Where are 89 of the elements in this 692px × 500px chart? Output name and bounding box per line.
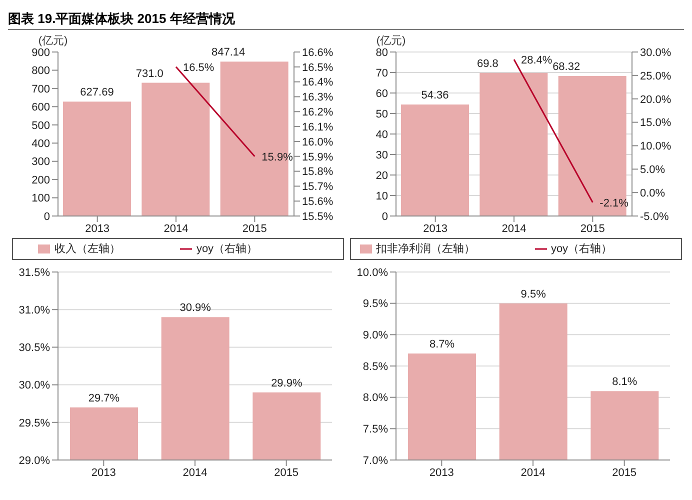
y-tick-label: 70 xyxy=(376,67,388,80)
y-tick-label: 400 xyxy=(32,138,50,150)
y2-tick-label: 15.6% xyxy=(302,196,334,208)
data-label: 28.4% xyxy=(521,54,552,66)
y-tick-label: 31.5% xyxy=(18,266,50,279)
data-label: 8.1% xyxy=(612,376,638,388)
y-tick-label: 7.5% xyxy=(362,424,388,436)
y2-tick-label: 16.3% xyxy=(302,92,334,104)
y-tick-label: 8.5% xyxy=(362,360,388,373)
y-axis-title: (亿元) xyxy=(38,35,68,47)
bar xyxy=(63,102,131,216)
y2-tick-label: 15.5% xyxy=(302,210,334,223)
x-tick-label: 2013 xyxy=(429,466,454,479)
y-tick-label: 0 xyxy=(382,210,388,223)
legend-label: yoy（右轴） xyxy=(196,243,258,255)
y2-tick-label: 15.8% xyxy=(302,166,334,178)
y-tick-label: 8.0% xyxy=(362,392,388,404)
chart-title: 图表 19.平面媒体板块 2015 年经营情况 xyxy=(8,8,684,30)
y-tick-label: 100 xyxy=(32,192,50,205)
y-tick-label: 9.0% xyxy=(362,330,388,342)
y2-tick-label: 16.5% xyxy=(302,62,334,74)
y2-tick-label: 16.2% xyxy=(302,106,334,119)
y-tick-label: 300 xyxy=(32,156,50,168)
y-tick-label: 50 xyxy=(376,108,388,120)
y2-tick-label: 16.4% xyxy=(302,76,334,89)
data-label: 8.7% xyxy=(429,338,455,350)
x-tick-label: 2015 xyxy=(274,466,299,479)
data-label: 68.32 xyxy=(552,60,580,73)
data-label: 29.7% xyxy=(88,392,120,404)
y-tick-label: 20 xyxy=(376,170,388,182)
x-tick-label: 2015 xyxy=(580,222,605,235)
y-axis-title: (亿元) xyxy=(376,35,406,47)
data-label: 9.5% xyxy=(520,288,546,300)
y2-tick-label: 16.0% xyxy=(302,136,334,148)
y2-tick-label: 0.0% xyxy=(640,187,666,200)
data-label: 29.9% xyxy=(271,377,302,390)
data-label: 69.8 xyxy=(476,58,498,70)
y2-tick-label: 5.0% xyxy=(640,164,666,176)
legend-label: 收入（左轴） xyxy=(54,243,120,255)
y2-tick-label: 16.6% xyxy=(302,46,334,59)
y-tick-label: 7.0% xyxy=(362,454,388,467)
y-tick-label: 900 xyxy=(32,46,50,59)
data-label: 731.0 xyxy=(136,68,164,80)
x-tick-label: 2015 xyxy=(612,466,637,479)
y-tick-label: 40 xyxy=(376,128,388,141)
y-tick-label: 10 xyxy=(376,190,388,202)
x-tick-label: 2013 xyxy=(85,222,110,235)
data-label: 15.9% xyxy=(262,151,294,164)
legend-label: yoy（右轴） xyxy=(550,243,612,255)
y2-tick-label: 16.1% xyxy=(302,121,334,134)
legend-label: 扣非净利润（左轴） xyxy=(376,243,475,255)
data-label: 847.14 xyxy=(212,46,246,59)
y-tick-label: 200 xyxy=(32,174,50,186)
y2-tick-label: 30.0% xyxy=(640,46,672,59)
y-tick-label: 30 xyxy=(376,149,388,162)
y2-tick-label: 20.0% xyxy=(640,94,672,106)
y-tick-label: 9.5% xyxy=(362,298,388,310)
y2-tick-label: 25.0% xyxy=(640,70,672,82)
y2-tick-label: 15.7% xyxy=(302,181,334,194)
y-tick-label: 31.0% xyxy=(18,304,50,317)
y-tick-label: 29.0% xyxy=(18,454,50,467)
x-tick-label: 2014 xyxy=(182,466,208,479)
x-tick-label: 2014 xyxy=(502,222,526,235)
y-tick-label: 30.5% xyxy=(18,342,50,354)
y2-tick-label: 15.0% xyxy=(640,117,672,130)
y-tick-label: 60 xyxy=(376,88,388,100)
data-label: 16.5% xyxy=(183,62,214,74)
y2-tick-label: 10.0% xyxy=(640,140,672,153)
data-label: 30.9% xyxy=(180,302,212,314)
x-tick-label: 2013 xyxy=(91,466,116,479)
y-tick-label: 29.5% xyxy=(18,417,50,430)
y2-tick-label: -5.0% xyxy=(640,210,669,223)
x-tick-label: 2015 xyxy=(242,222,267,235)
x-tick-label: 2014 xyxy=(520,466,546,479)
y-tick-label: 500 xyxy=(32,120,50,132)
y-tick-label: 800 xyxy=(32,65,50,78)
y-tick-label: 10.0% xyxy=(356,266,388,279)
data-label: 627.69 xyxy=(80,86,114,99)
bar xyxy=(142,82,210,216)
data-label: 54.36 xyxy=(421,90,449,102)
y-tick-label: 0 xyxy=(44,210,50,223)
data-label: -2.1% xyxy=(600,197,629,210)
x-tick-label: 2013 xyxy=(423,222,448,235)
y-tick-label: 30.0% xyxy=(18,380,50,392)
y-tick-label: 600 xyxy=(32,102,50,114)
x-tick-label: 2014 xyxy=(164,222,188,235)
y-tick-label: 80 xyxy=(376,46,388,59)
y-tick-label: 700 xyxy=(32,83,50,96)
y2-tick-label: 15.9% xyxy=(302,151,334,164)
